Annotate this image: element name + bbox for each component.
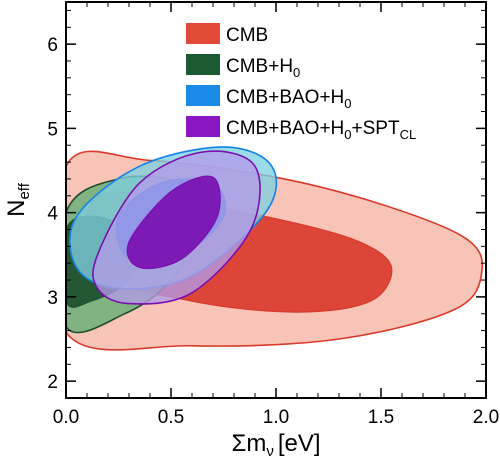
legend-swatch-cmb-bao-h0 [186, 85, 220, 106]
x-axis-label-main: Σm [231, 430, 266, 457]
y-axis-label: Neff [3, 182, 33, 217]
x-tick-label: 0.5 [158, 407, 184, 428]
legend-subscript: CL [400, 127, 417, 142]
legend-subscript: 0 [344, 127, 351, 142]
tick-layer: 0.0 0.5 1.0 1.5 2.0 2 3 4 5 6 [47, 2, 499, 428]
legend-label-cmb-bao-h0: CMB+BAO+H0 [226, 87, 352, 111]
legend-label-cmb-bao-h0-sptcl: CMB+BAO+H0+SPTCL [226, 118, 416, 142]
axis-labels: Σmν [eV] Neff [3, 182, 321, 460]
legend-label-cmb: CMB [226, 25, 268, 46]
legend-text: CMB+BAO+H [226, 118, 344, 139]
legend-text: CMB [226, 25, 268, 46]
y-axis-label-sub: eff [16, 182, 33, 199]
x-axis-label-unit: [eV] [278, 430, 321, 457]
x-axis-label-sub: ν [266, 443, 274, 460]
legend-swatch-cmb-bao-h0-sptcl [186, 116, 220, 137]
x-axis-label: Σmν [eV] [231, 430, 320, 460]
legend-subscript: 0 [344, 96, 351, 111]
x-tick-label: 0.0 [53, 407, 79, 428]
x-tick-label: 1.0 [263, 407, 289, 428]
y-axis-label-main: N [3, 200, 30, 217]
legend-label-cmb-h0: CMB+H0 [226, 56, 300, 80]
y-tick-label: 3 [47, 288, 58, 309]
legend-text: +SPT [352, 118, 400, 139]
x-tick-label: 2.0 [473, 407, 499, 428]
legend-text: CMB+BAO+H [226, 87, 344, 108]
legend-text: CMB+H [226, 56, 293, 77]
contour-layer [66, 146, 484, 351]
y-tick-label: 2 [47, 372, 58, 393]
y-tick-label: 4 [47, 204, 58, 225]
legend-swatch-cmb [186, 23, 220, 44]
legend-swatch-cmb-h0 [186, 54, 220, 75]
y-tick-label: 5 [47, 119, 58, 140]
series-cmb-bao-h0-sptcl [92, 150, 261, 305]
x-tick-label: 1.5 [368, 407, 394, 428]
y-tick-label: 6 [47, 35, 58, 56]
contour-68-cmb-bao-h0-sptcl [126, 175, 221, 270]
legend-subscript: 0 [293, 65, 300, 80]
